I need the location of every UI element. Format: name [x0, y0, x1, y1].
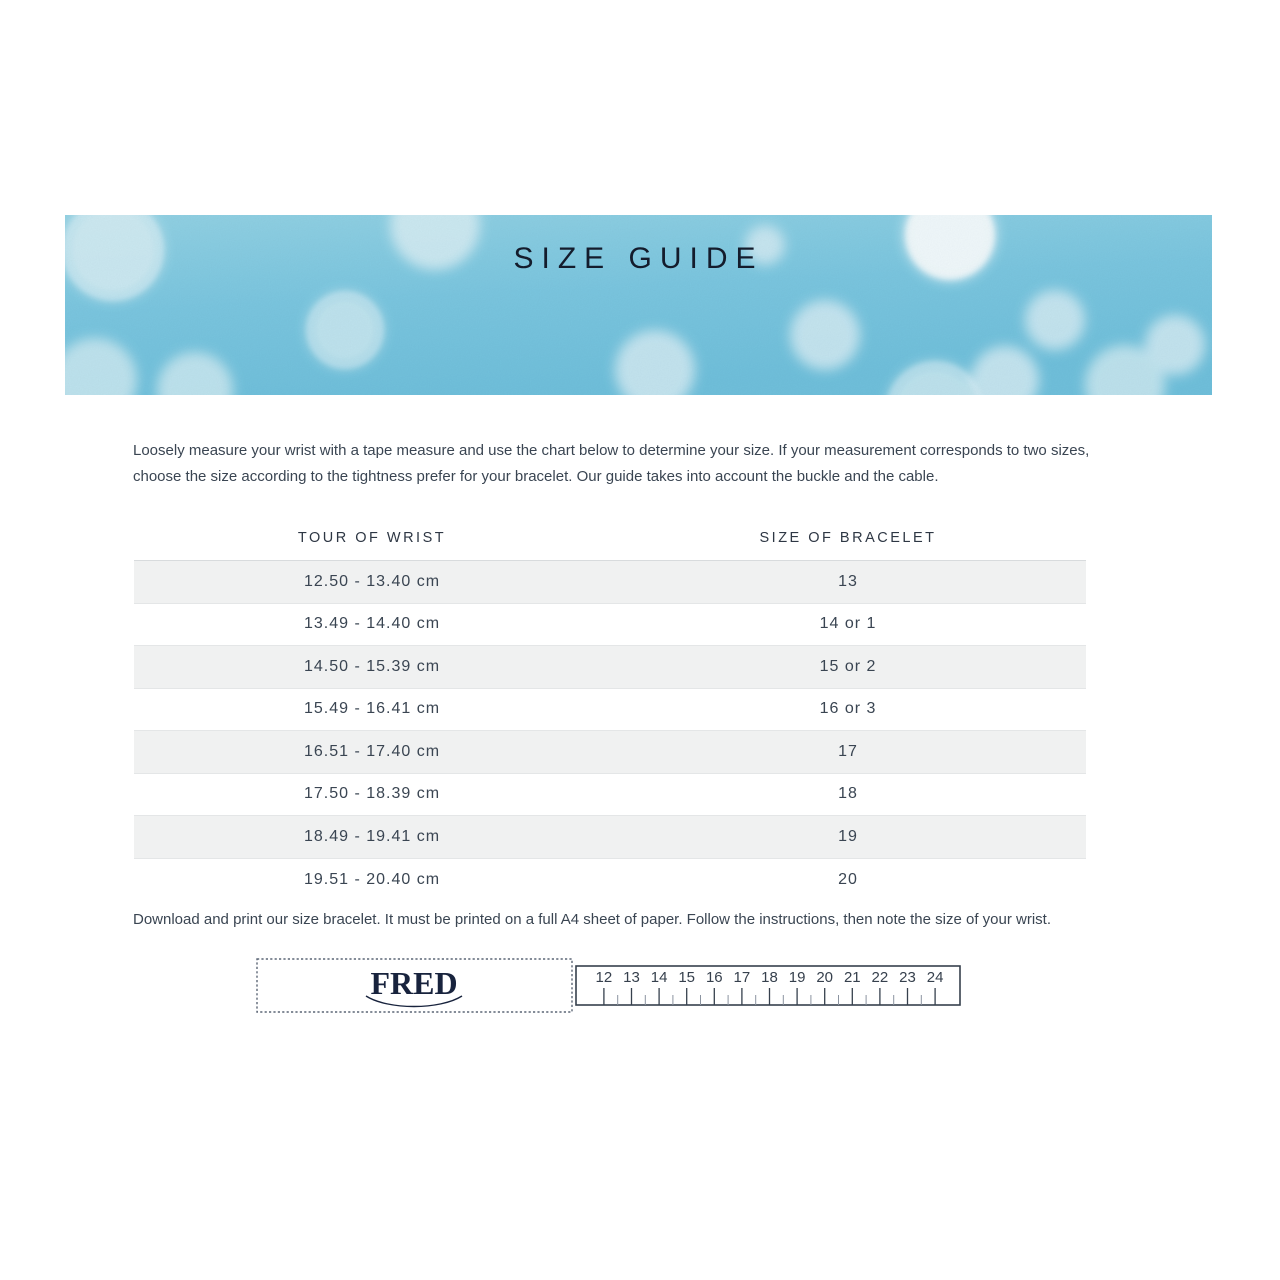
svg-text:16: 16 [706, 969, 723, 986]
svg-text:20: 20 [816, 969, 833, 986]
svg-text:22: 22 [872, 969, 889, 986]
svg-text:FRED: FRED [370, 965, 457, 1001]
svg-text:13: 13 [623, 969, 640, 986]
svg-text:24: 24 [927, 969, 944, 986]
svg-text:14: 14 [651, 969, 668, 986]
svg-text:12: 12 [596, 969, 613, 986]
svg-text:18: 18 [761, 969, 778, 986]
svg-text:19: 19 [789, 969, 806, 986]
svg-text:23: 23 [899, 969, 916, 986]
svg-text:17: 17 [734, 969, 751, 986]
svg-text:15: 15 [678, 969, 695, 986]
svg-text:21: 21 [844, 969, 861, 986]
